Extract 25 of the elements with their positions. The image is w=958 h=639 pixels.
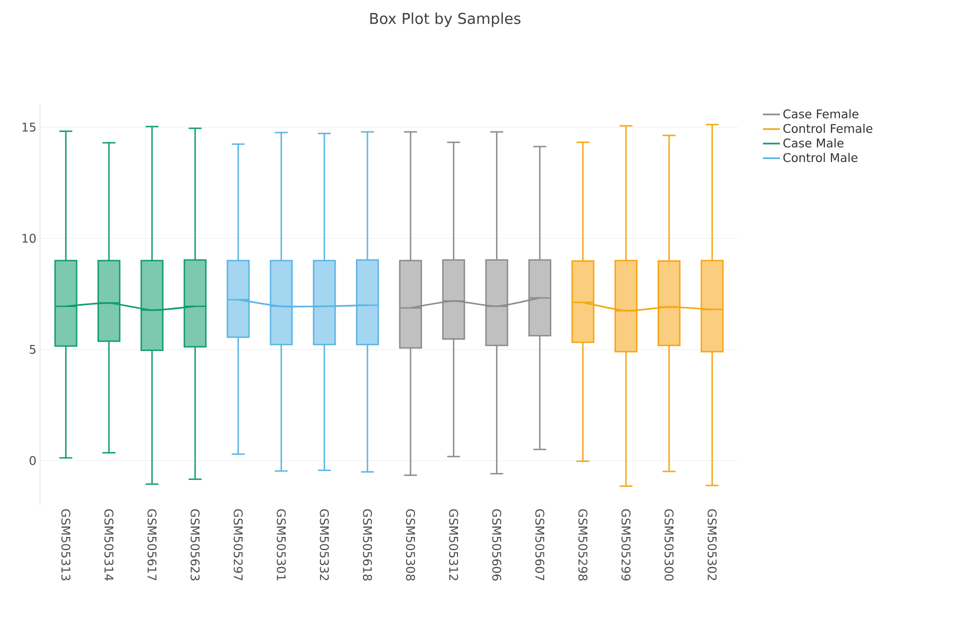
legend-label: Control Female — [783, 124, 872, 133]
x-tick-label: GSM505299 — [621, 509, 631, 580]
y-tick-label: 5 — [30, 344, 36, 354]
x-tick-label: GSM505623 — [190, 509, 200, 580]
x-tick-label: GSM505607 — [535, 509, 544, 580]
x-tick-label: GSM505332 — [320, 509, 329, 580]
x-tick-label: GSM505313 — [61, 509, 70, 580]
legend-label: Case Male — [783, 138, 844, 148]
x-tick-label: GSM505312 — [449, 509, 458, 580]
x-tick-label: GSM505618 — [362, 509, 372, 580]
y-tick-label: 0 — [30, 456, 36, 466]
chart-title: Box Plot by Samples — [370, 12, 520, 27]
x-tick-label: GSM505308 — [406, 509, 416, 580]
x-tick-label: GSM505617 — [148, 509, 157, 580]
x-tick-label: GSM505297 — [234, 509, 243, 580]
y-tick-label: 10 — [22, 234, 36, 243]
x-tick-label: GSM505300 — [664, 509, 674, 581]
x-tick-label: GSM505606 — [492, 509, 502, 581]
x-tick-label: GSM505302 — [708, 509, 717, 580]
x-tick-label: GSM505314 — [104, 509, 114, 581]
x-tick-label: GSM505301 — [276, 509, 286, 580]
legend-label: Case Female — [783, 109, 858, 118]
y-tick-label: 15 — [22, 122, 36, 132]
x-tick-label: GSM505298 — [578, 509, 588, 580]
legend-label: Control Male — [783, 152, 858, 162]
